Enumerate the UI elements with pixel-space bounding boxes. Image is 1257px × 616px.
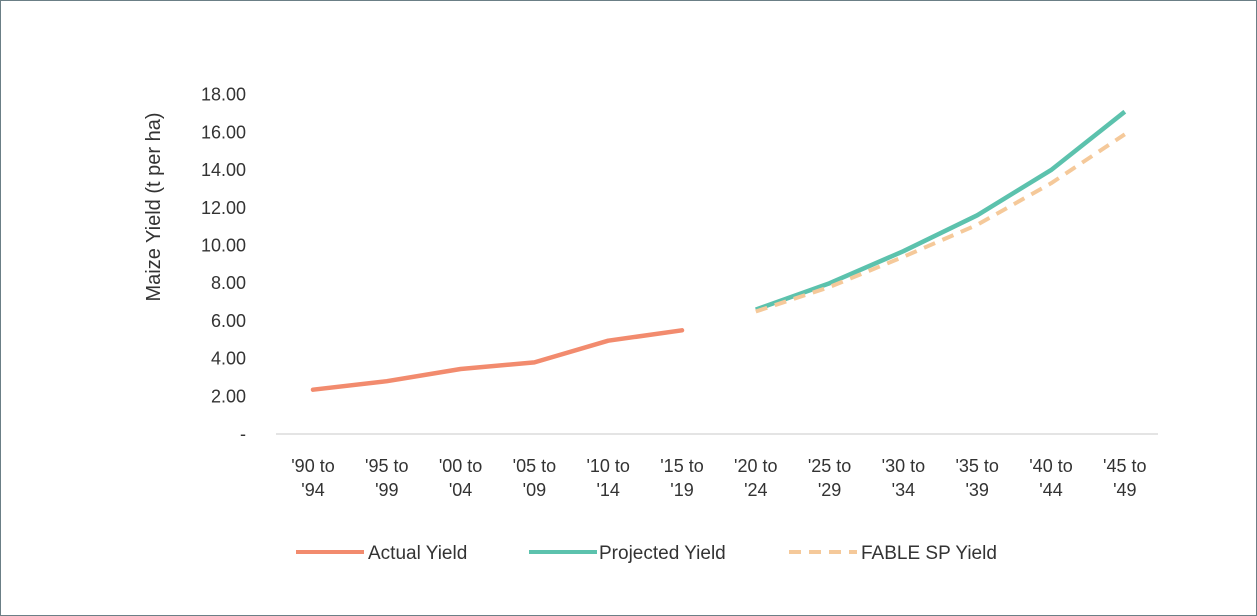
y-tick-label: 4.00 [211,349,246,369]
x-tick-label: '20 to '24 [734,456,777,500]
x-tick-label-line: '09 [523,480,546,500]
y-tick-label: - [240,424,246,444]
x-tick-label-line: '04 [449,480,472,500]
x-tick-label: '90 to '94 [291,456,334,500]
x-tick-label: '15 to '19 [660,456,703,500]
series-line-fable-sp-yield [755,132,1126,314]
x-tick-label-line: '19 [670,480,693,500]
x-tick-label-line: '44 [1039,480,1062,500]
x-tick-label-line: '35 to [955,456,998,476]
series-line-projected-yield [755,109,1127,312]
legend-label: Projected Yield [599,543,726,564]
x-tick-label-line: '99 [375,480,398,500]
legend-label: Actual Yield [368,543,467,564]
y-tick-label: 10.00 [201,236,246,256]
series-line-actual-yield [310,328,685,392]
series-lines [310,109,1127,392]
x-tick-label: '00 to '04 [439,456,482,500]
x-tick-label-line: '30 to [882,456,925,476]
y-axis-ticks: - 2.00 4.00 6.00 8.00 10.00 12.00 14.00 16.00 18.… [201,85,246,444]
x-tick-label-line: '14 [596,480,619,500]
x-tick-label: '30 to '34 [882,456,925,500]
x-tick-label: '05 to '09 [513,456,556,500]
x-tick-label-line: '34 [892,480,915,500]
x-tick-label: '35 to '39 [955,456,998,500]
x-tick-label-line: '49 [1113,480,1136,500]
x-tick-label-line: '95 to [365,456,408,476]
x-tick-label-line: '10 to [586,456,629,476]
y-tick-label: 2.00 [211,386,246,406]
y-tick-label: 8.00 [211,273,246,293]
x-tick-label: '95 to '99 [365,456,408,500]
x-tick-label-line: '29 [818,480,841,500]
x-tick-label-line: '15 to [660,456,703,476]
x-tick-label-line: '90 to [291,456,334,476]
x-tick-label-line: '24 [744,480,767,500]
y-tick-label: 18.00 [201,85,246,105]
x-tick-label-line: '25 to [808,456,851,476]
y-tick-label: 16.00 [201,122,246,142]
x-axis-ticks: '90 to '94 '95 to '99 '00 to '04 '05 to '09 '10 … [291,456,1146,500]
x-tick-label: '40 to '44 [1029,456,1072,500]
y-axis-label: Maize Yield (t per ha) [143,113,165,302]
x-tick-label-line: '39 [965,480,988,500]
x-tick-label-line: '94 [301,480,324,500]
x-tick-label: '25 to '29 [808,456,851,500]
y-tick-label: 14.00 [201,160,246,180]
legend-label: FABLE SP Yield [861,543,997,564]
x-tick-label: '45 to '49 [1103,456,1146,500]
y-tick-label: 12.00 [201,198,246,218]
x-tick-label-line: '00 to [439,456,482,476]
legend: Actual Yield Projected Yield FABLE SP Yiel… [296,543,997,564]
x-tick-label-line: '20 to [734,456,777,476]
x-tick-label-line: '45 to [1103,456,1146,476]
y-tick-label: 6.00 [211,311,246,331]
x-tick-label: '10 to '14 [586,456,629,500]
x-tick-label-line: '40 to [1029,456,1072,476]
x-tick-label-line: '05 to [513,456,556,476]
